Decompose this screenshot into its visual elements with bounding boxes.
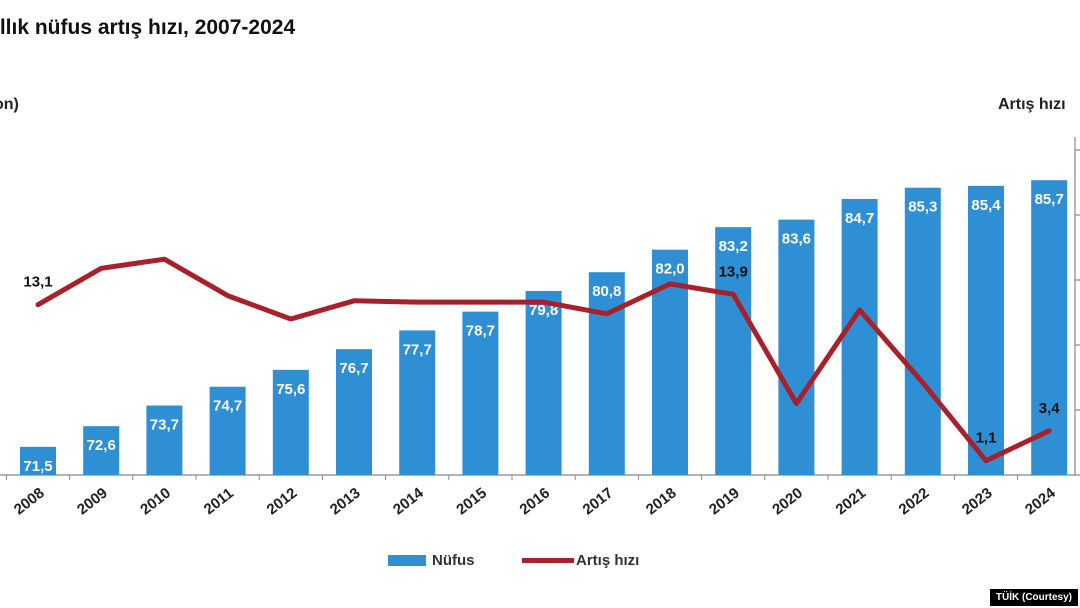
population-bar-label: 85,4 [971, 197, 1001, 214]
population-bar-label: 83,6 [782, 231, 811, 248]
population-bars [20, 180, 1068, 476]
population-bar-2019 [715, 227, 752, 475]
population-bar-labels: 71,5 72,6 73,7 74,7 75,6 76,7 77,7 78,7 79,8 80,8… [23, 191, 1063, 475]
x-tick-label: 2014 [390, 484, 427, 518]
population-bar-2009 [83, 426, 120, 475]
credit-badge: TÜİK (Courtesy) [989, 589, 1078, 606]
growth-rate-labels: 13,1 13,9 1,1 3,4 [23, 263, 1060, 446]
legend-label-growth-rate: Artış hızı [576, 552, 640, 569]
population-bar-label: 83,2 [719, 238, 748, 255]
x-tick-label: 2013 [327, 484, 364, 518]
population-bar-2017 [588, 272, 625, 475]
population-bar-label: 85,7 [1035, 191, 1064, 208]
legend: Nüfus Artış hızı [0, 552, 1080, 578]
population-bar-label: 76,7 [339, 360, 368, 377]
left-axis-label: on) [0, 96, 19, 113]
chart-title: ıllık nüfus artış hızı, 2007-2024 [0, 16, 296, 39]
legend-swatch-growth-rate [522, 558, 574, 563]
population-bar-2016 [525, 290, 562, 475]
population-bar-label: 71,5 [23, 458, 52, 475]
population-bar-label: 74,7 [213, 398, 242, 415]
population-bar-2008 [20, 446, 56, 475]
legend-label-population: Nüfus [432, 552, 475, 569]
population-bar-2011 [209, 386, 246, 475]
growth-rate-point-label: 13,9 [719, 263, 748, 280]
x-tick-label: 2008 [11, 484, 48, 518]
population-bar-2014 [399, 330, 436, 475]
legend-swatch-population [388, 555, 426, 566]
right-axis-ticks [1075, 149, 1080, 476]
x-tick-label: 2015 [453, 484, 490, 518]
population-bar-label: 75,6 [276, 381, 305, 398]
population-bar-label: 73,7 [150, 417, 179, 434]
population-bar-label: 78,7 [466, 323, 495, 340]
growth-rate-point-label: 1,1 [976, 430, 997, 447]
population-bar-label: 84,7 [845, 210, 874, 227]
x-tick-label: 2019 [706, 484, 743, 518]
x-tick-label: 2022 [896, 484, 933, 518]
x-tick-label: 2016 [516, 484, 553, 518]
population-bar-2024 [1031, 180, 1068, 475]
population-bar-label: 80,8 [592, 283, 621, 300]
x-tick-label: 2012 [264, 484, 301, 518]
population-bar-2020 [778, 219, 815, 475]
population-chart: 71,5 72,6 73,7 74,7 75,6 76,7 77,7 78,7 79,8 80,8… [0, 137, 1080, 518]
population-bar-2023 [968, 185, 1004, 476]
growth-rate-point-label: 13,1 [23, 274, 52, 291]
population-bar-2013 [336, 349, 372, 475]
x-tick-label: 2017 [580, 484, 617, 518]
legend-item-growth-rate: Artış hızı [522, 552, 639, 569]
x-tick-label: 2021 [832, 484, 869, 518]
x-tick-label: 2020 [769, 484, 806, 518]
x-tick-label: 2024 [1022, 484, 1059, 518]
growth-rate-line [35, 256, 1052, 464]
population-bar-label: 77,7 [403, 341, 432, 358]
population-bar-2012 [272, 369, 309, 475]
legend-item-population: Nüfus [388, 552, 475, 569]
right-axis-label: Artış hızı [998, 96, 1066, 113]
x-tick-label: 2010 [137, 484, 174, 518]
x-tick-labels: 2008 2009 2010 2011 2012 2013 2014 2015 2016 2017… [5, 475, 1059, 518]
population-bar-2022 [904, 187, 941, 475]
x-tick-label: 2009 [74, 484, 111, 518]
population-bar-2021 [841, 198, 878, 475]
population-bar-2010 [146, 405, 183, 475]
x-tick-label: 2023 [959, 484, 996, 518]
x-tick-label: 2011 [201, 485, 237, 518]
x-tick-label: 2018 [643, 484, 680, 518]
growth-rate-point-label: 3,4 [1039, 400, 1061, 417]
population-bar-label: 82,0 [655, 261, 684, 278]
population-bar-label: 72,6 [87, 437, 116, 454]
population-bar-label: 79,8 [529, 302, 558, 319]
population-bar-label: 85,3 [908, 199, 937, 216]
population-bar-2015 [462, 311, 499, 475]
